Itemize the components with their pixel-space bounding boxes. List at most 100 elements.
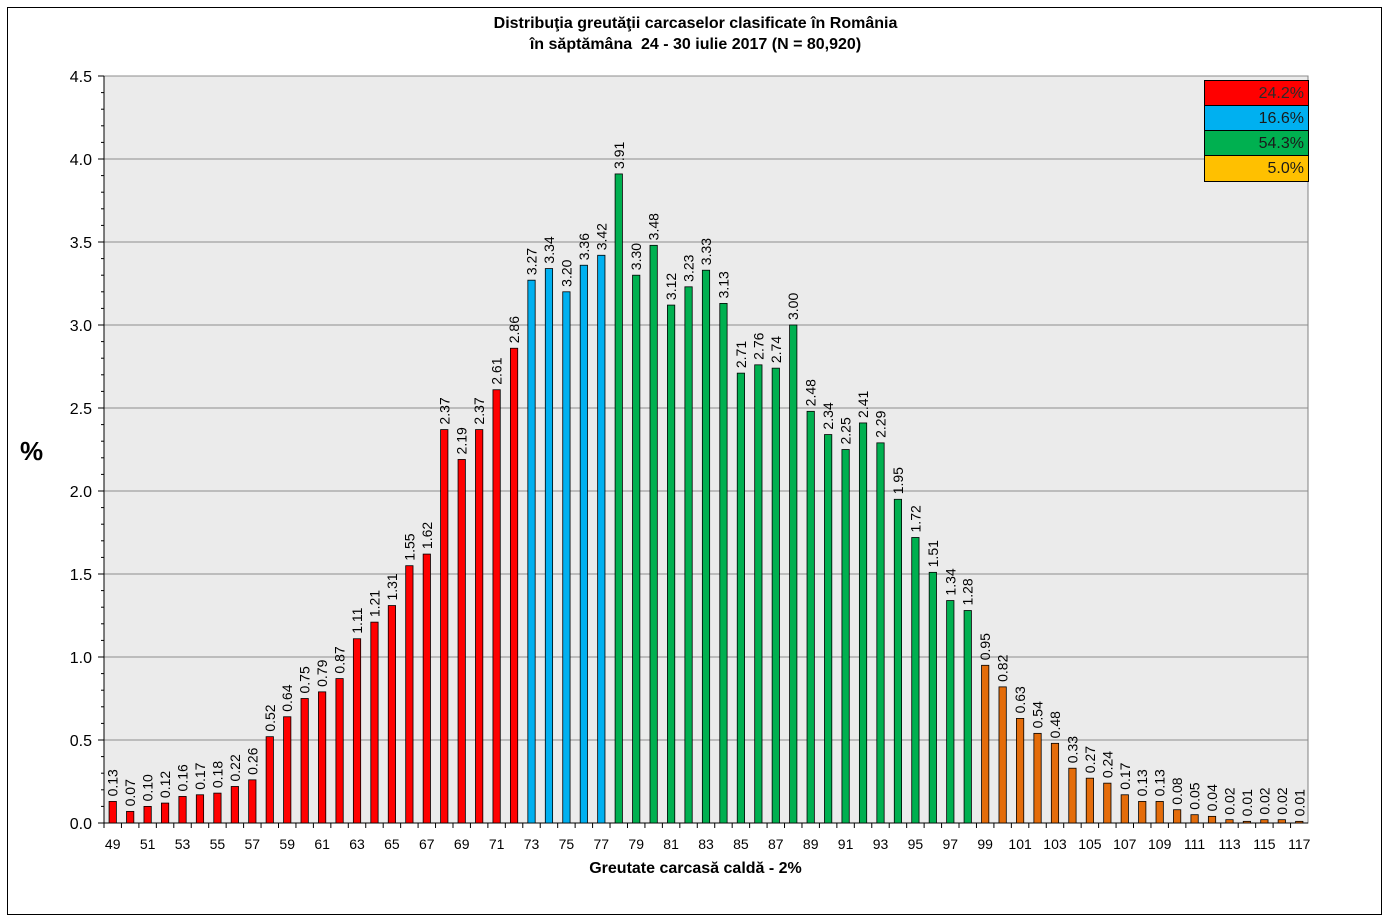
data-label: 1.95 <box>890 467 906 494</box>
data-label: 3.42 <box>593 223 609 250</box>
y-tick-label: 3.0 <box>70 318 92 335</box>
x-tick-label: 51 <box>140 836 156 852</box>
x-tick-label: 69 <box>454 836 470 852</box>
chart-title-block: Distribuţia greutăţii carcaselor clasifi… <box>0 13 1391 55</box>
data-label: 0.26 <box>244 747 260 774</box>
data-label: 2.34 <box>820 402 836 429</box>
bar <box>632 274 641 824</box>
data-label: 2.37 <box>436 397 452 424</box>
bar <box>143 806 152 824</box>
bar <box>963 610 972 824</box>
data-label: 0.17 <box>1117 762 1133 789</box>
bar <box>928 571 937 824</box>
bar <box>876 442 885 824</box>
data-label: 0.02 <box>1221 787 1237 814</box>
y-tick-label: 0.5 <box>70 733 92 750</box>
x-tick-label: 103 <box>1043 836 1067 852</box>
data-label: 0.13 <box>105 769 121 796</box>
x-tick-label: 65 <box>384 836 400 852</box>
data-label: 3.23 <box>681 254 697 281</box>
bar <box>178 796 187 824</box>
data-label: 0.52 <box>262 704 278 731</box>
data-label: 0.10 <box>140 774 156 801</box>
data-label: 3.48 <box>646 213 662 240</box>
data-label: 0.48 <box>1047 711 1063 738</box>
data-label: 0.18 <box>209 761 225 788</box>
x-tick-label: 83 <box>698 836 714 852</box>
data-label: 3.00 <box>785 293 801 320</box>
data-label: 0.24 <box>1099 751 1115 778</box>
y-tick-label: 4.5 <box>70 69 92 86</box>
x-tick-label: 111 <box>1184 836 1205 852</box>
bar <box>1120 794 1129 824</box>
data-label: 2.71 <box>733 341 749 368</box>
bar <box>579 264 588 824</box>
x-tick-label: 57 <box>245 836 261 852</box>
data-label: 0.16 <box>175 764 191 791</box>
bar <box>1068 767 1077 824</box>
data-label: 3.91 <box>611 141 627 168</box>
bar <box>667 304 676 824</box>
data-label: 0.75 <box>297 666 313 693</box>
bar <box>300 698 309 824</box>
y-tick-label: 3.5 <box>70 235 92 252</box>
y-tick-label: 2.5 <box>70 401 92 418</box>
bar <box>1260 819 1269 824</box>
bar <box>475 429 484 824</box>
x-tick-label: 117 <box>1288 836 1311 852</box>
data-label: 1.51 <box>925 540 941 567</box>
data-label: 0.95 <box>977 633 993 660</box>
x-tick-label: 77 <box>594 836 610 852</box>
legend-entry: 54.3% <box>1205 131 1308 156</box>
data-label: 0.13 <box>1134 769 1150 796</box>
bar <box>1033 732 1042 824</box>
x-tick-label: 85 <box>733 836 749 852</box>
bar <box>1173 809 1182 824</box>
data-label: 0.05 <box>1187 782 1203 809</box>
bar <box>230 786 239 824</box>
legend-entry: 5.0% <box>1205 156 1308 181</box>
data-label: 1.31 <box>384 573 400 600</box>
data-label: 3.33 <box>698 238 714 265</box>
x-tick-label: 75 <box>559 836 575 852</box>
bar <box>858 422 868 824</box>
x-tick-label: 91 <box>838 836 854 852</box>
data-label: 3.34 <box>541 236 557 263</box>
x-tick-label: 55 <box>210 836 226 852</box>
bar <box>824 434 833 824</box>
data-label: 0.12 <box>157 771 173 798</box>
y-tick-label: 0.0 <box>70 816 92 833</box>
x-tick-label: 107 <box>1113 836 1137 852</box>
data-label: 0.01 <box>1291 789 1307 816</box>
data-label: 2.76 <box>750 332 766 359</box>
bar <box>195 794 205 824</box>
data-label: 3.36 <box>576 233 592 260</box>
chart-subtitle: în săptămâna 24 - 30 iulie 2017 (N = 80,… <box>529 36 862 53</box>
bar <box>440 429 449 824</box>
bar <box>649 244 658 824</box>
x-tick-label: 101 <box>1008 836 1032 852</box>
legend-entry: 16.6% <box>1205 106 1308 131</box>
data-label: 2.29 <box>872 410 888 437</box>
x-tick-label: 105 <box>1078 836 1102 852</box>
data-label: 1.72 <box>907 505 923 532</box>
data-label: 2.61 <box>489 357 505 384</box>
data-label: 0.04 <box>1204 784 1220 811</box>
bar <box>108 801 117 824</box>
bar <box>492 389 501 824</box>
bar <box>370 621 379 824</box>
bar <box>1242 820 1251 824</box>
bar <box>457 459 466 824</box>
data-label: 0.79 <box>314 659 330 686</box>
x-tick-label: 59 <box>279 836 295 852</box>
y-tick-label: 2.0 <box>70 484 92 501</box>
x-tick-label: 79 <box>628 836 644 852</box>
y-tick-label: 1.5 <box>70 567 92 584</box>
x-tick-label: 87 <box>768 836 784 852</box>
x-tick-label: 71 <box>489 836 505 852</box>
data-label: 0.07 <box>122 779 138 806</box>
x-tick-label: 99 <box>977 836 993 852</box>
bar <box>841 449 850 824</box>
x-tick-label: 67 <box>419 836 435 852</box>
bar <box>1050 742 1060 824</box>
